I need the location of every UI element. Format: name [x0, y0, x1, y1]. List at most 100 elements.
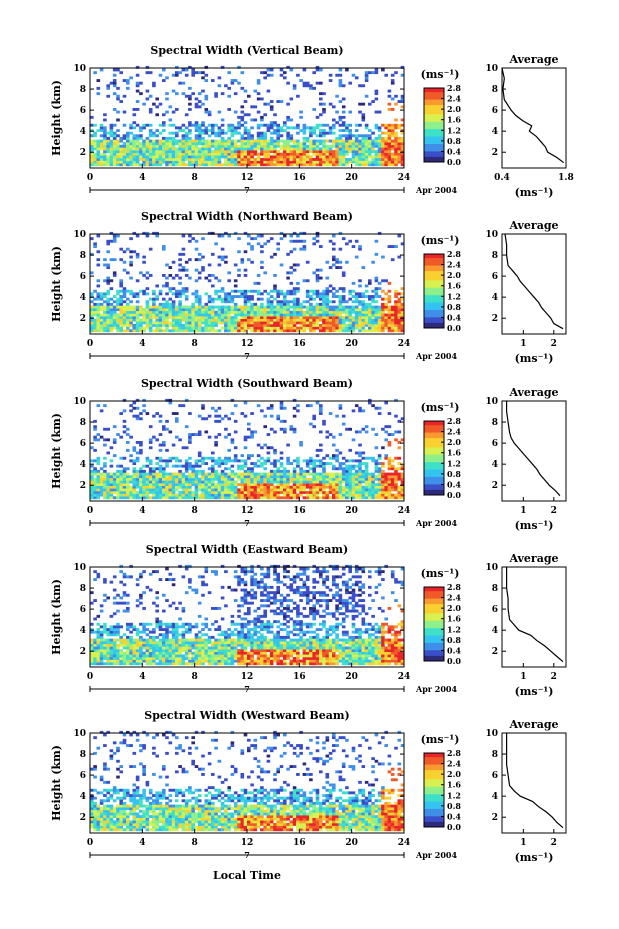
colorbar-tick-label: 2.0 [447, 603, 461, 613]
colorbar-tick-label: 2.4 [447, 260, 461, 270]
colorbar [424, 753, 444, 828]
colorbar-tick-label: 2.8 [447, 748, 461, 758]
x-tick-label: 20 [345, 506, 358, 516]
colorbar [424, 587, 444, 662]
colorbar [424, 88, 444, 163]
avg-x-tick-label: 1 [520, 838, 526, 848]
colorbar-tick-label: 1.2 [447, 624, 461, 634]
avg-y-tick-label: 4 [492, 293, 498, 303]
colorbar-tick-label: 0.4 [447, 479, 461, 489]
avg-y-tick-label: 6 [492, 106, 498, 116]
panel-title: Spectral Width (Westward Beam) [144, 709, 349, 722]
x-tick-label: 20 [345, 838, 358, 848]
colorbar-tick-label: 2.4 [447, 427, 461, 437]
average-x-label: (ms⁻¹) [515, 851, 554, 864]
avg-x-tick-label: 2 [551, 672, 557, 682]
panel-title: Spectral Width (Eastward Beam) [146, 543, 348, 556]
date-day: 7 [244, 185, 250, 195]
date-month: Apr 2004 [415, 850, 458, 860]
average-title: Average [508, 219, 558, 232]
colorbar-tick-label: 1.2 [447, 291, 461, 301]
colorbar-tick-label: 2.4 [447, 593, 461, 603]
y-tick-label: 8 [80, 251, 86, 261]
x-tick-label: 20 [345, 339, 358, 349]
y-axis-label: Height (km) [50, 246, 63, 322]
date-day: 7 [244, 850, 250, 860]
average-title: Average [508, 53, 558, 66]
x-tick-label: 4 [139, 672, 145, 682]
y-tick-label: 4 [80, 792, 86, 802]
panel-3: Spectral Width (Southward Beam)246810Hei… [50, 377, 567, 532]
avg-y-tick-label: 10 [485, 563, 498, 573]
average-title: Average [508, 718, 558, 731]
heatmap-cells [90, 65, 405, 167]
avg-y-tick-label: 10 [485, 729, 498, 739]
colorbar-tick-label: 2.8 [447, 83, 461, 93]
y-tick-label: 2 [80, 148, 86, 158]
colorbar-tick-label: 0.4 [447, 146, 461, 156]
avg-y-tick-label: 10 [485, 230, 498, 240]
colorbar-tick-label: 1.2 [447, 790, 461, 800]
x-tick-label: 16 [293, 672, 306, 682]
y-tick-label: 6 [80, 106, 86, 116]
y-tick-label: 2 [80, 314, 86, 324]
x-tick-label: 20 [345, 173, 358, 183]
x-tick-label: 20 [345, 672, 358, 682]
avg-y-tick-label: 2 [492, 647, 498, 657]
avg-x-tick-label: 0.4 [494, 173, 510, 183]
colorbar-tick-label: 2.8 [447, 249, 461, 259]
avg-y-tick-label: 4 [492, 626, 498, 636]
average-frame [501, 732, 567, 834]
colorbar-tick-label: 0.8 [447, 302, 461, 312]
panel-title: Spectral Width (Northward Beam) [141, 210, 353, 223]
y-tick-label: 10 [73, 230, 86, 240]
colorbar-tick-label: 2.8 [447, 582, 461, 592]
colorbar-tick-label: 2.0 [447, 104, 461, 114]
colorbar-tick-label: 1.2 [447, 125, 461, 135]
colorbar-tick-label: 0.8 [447, 136, 461, 146]
avg-y-tick-label: 4 [492, 792, 498, 802]
date-month: Apr 2004 [415, 351, 458, 361]
avg-x-tick-label: 1 [520, 672, 526, 682]
date-month: Apr 2004 [415, 518, 458, 528]
x-tick-label: 16 [293, 506, 306, 516]
y-tick-label: 10 [73, 729, 86, 739]
avg-x-tick-label: 2 [551, 506, 557, 516]
avg-x-tick-label: 2 [551, 838, 557, 848]
panel-title: Spectral Width (Southward Beam) [141, 377, 353, 390]
x-tick-label: 0 [87, 672, 93, 682]
y-tick-label: 8 [80, 750, 86, 760]
y-tick-label: 2 [80, 813, 86, 823]
avg-y-tick-label: 2 [492, 314, 498, 324]
average-profile-line [506, 401, 561, 497]
avg-y-tick-label: 6 [492, 771, 498, 781]
avg-y-tick-label: 8 [492, 750, 498, 760]
date-day: 7 [244, 518, 250, 528]
average-frame [501, 233, 567, 335]
heatmap-cells [90, 730, 405, 832]
avg-y-tick-label: 8 [492, 584, 498, 594]
y-tick-label: 8 [80, 85, 86, 95]
y-tick-label: 4 [80, 127, 86, 137]
colorbar-tick-label: 0.0 [447, 822, 461, 832]
colorbar-tick-label: 0.8 [447, 469, 461, 479]
avg-y-tick-label: 2 [492, 813, 498, 823]
avg-y-tick-label: 10 [485, 64, 498, 74]
y-tick-label: 10 [73, 397, 86, 407]
x-tick-label: 16 [293, 173, 306, 183]
y-axis-label: Height (km) [50, 745, 63, 821]
x-tick-label: 12 [241, 838, 254, 848]
x-tick-label: 24 [398, 838, 411, 848]
colorbar-tick-label: 0.0 [447, 656, 461, 666]
y-tick-label: 10 [73, 563, 86, 573]
y-tick-label: 6 [80, 771, 86, 781]
avg-x-tick-label: 1 [520, 339, 526, 349]
colorbar-tick-label: 1.6 [447, 780, 461, 790]
panel-2: Spectral Width (Northward Beam)246810Hei… [50, 210, 567, 365]
avg-y-tick-label: 6 [492, 605, 498, 615]
colorbar-unit: (ms⁻¹) [421, 733, 460, 746]
x-tick-label: 4 [139, 339, 145, 349]
x-tick-label: 0 [87, 339, 93, 349]
colorbar [424, 254, 444, 329]
